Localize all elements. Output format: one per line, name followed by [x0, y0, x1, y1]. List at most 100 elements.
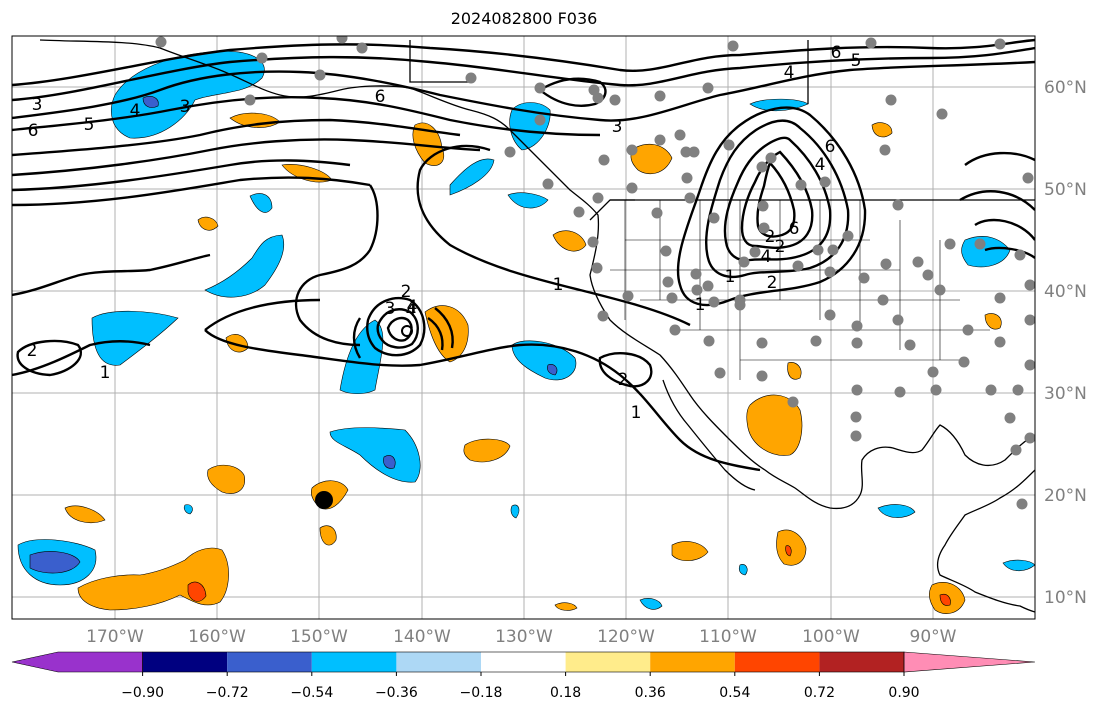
contour-label: 2 [618, 370, 629, 390]
station-dot [356, 42, 368, 54]
station-dot [666, 292, 678, 304]
station-dot [1024, 359, 1035, 371]
station-dot [758, 222, 770, 234]
station-dot [626, 144, 638, 156]
contour-label: 1 [553, 275, 564, 295]
station-dot [974, 238, 986, 250]
station-dot [688, 146, 700, 158]
contour-label: 1 [631, 403, 642, 423]
station-dot [765, 152, 777, 164]
colorbar-segment [819, 652, 904, 672]
colorbar-tick-label: −0.54 [290, 685, 333, 701]
station-dot [842, 230, 854, 242]
station-dot [708, 212, 720, 224]
station-dot [734, 294, 746, 306]
station-dot [244, 94, 256, 106]
contour-label: 2 [765, 227, 776, 247]
station-markers [155, 36, 1035, 510]
contour-label: 6 [28, 121, 39, 141]
station-dot [669, 324, 681, 336]
station-dot [994, 292, 1006, 304]
contour-label: 4 [815, 155, 826, 175]
contour-label: 1 [725, 267, 736, 287]
station-dot [723, 139, 735, 151]
contour-label: 4 [407, 297, 418, 317]
station-dot [892, 314, 904, 326]
longitude-label: 110°W [699, 627, 757, 647]
station-dot [749, 246, 761, 258]
station-dot [684, 192, 696, 204]
station-dot [892, 199, 904, 211]
contour-label: 4 [761, 247, 772, 267]
station-dot [819, 176, 831, 188]
contour-label: 6 [789, 219, 800, 239]
station-dot [592, 192, 604, 204]
colorbar-tick-label: 0.72 [804, 685, 835, 701]
colorbar-tick-label: −0.18 [460, 685, 503, 701]
station-dot [894, 386, 906, 398]
latitude-label: 20°N [1044, 486, 1087, 506]
station-dot [708, 296, 720, 308]
station-dot [336, 36, 348, 44]
station-dot [850, 430, 862, 442]
anomaly-fills [17, 50, 1035, 614]
station-dot [922, 269, 934, 281]
colorbar-tick-label: −0.90 [121, 685, 164, 701]
station-dot [985, 384, 997, 396]
colorbar-segment [734, 652, 820, 672]
station-dot [534, 82, 546, 94]
station-dot [879, 144, 891, 156]
station-dot [851, 337, 863, 349]
colorbar-segment [396, 652, 481, 672]
contour-label: 2 [767, 273, 778, 293]
station-dot [850, 411, 862, 423]
contour-label: 4 [784, 63, 795, 83]
contour-label: 2 [401, 282, 412, 302]
station-dot [702, 82, 714, 94]
contour-lines [12, 38, 1035, 472]
station-dot [691, 284, 703, 296]
station-dot [662, 276, 674, 288]
station-dot [622, 290, 634, 302]
station-dot [824, 309, 836, 321]
colorbar-tick-labels: −0.90 −0.72 −0.54 −0.36 −0.18 0.18 0.36 0.54 0.7… [121, 672, 920, 701]
station-dot [756, 161, 768, 173]
colorbar-tick-label: 0.18 [550, 685, 581, 701]
latitude-label: 60°N [1044, 78, 1087, 98]
station-dot [787, 396, 799, 408]
contour-label: 1 [100, 363, 111, 383]
station-dot [795, 179, 807, 191]
station-dot [792, 260, 804, 272]
contour-label: 6 [825, 137, 836, 157]
station-dot [1014, 249, 1026, 261]
station-dot [1012, 384, 1024, 396]
colorbar-tick-label: 0.54 [719, 685, 750, 701]
station-dot [155, 36, 167, 48]
contour-label: 3 [32, 95, 43, 115]
station-dot [934, 284, 946, 296]
station-dot [660, 245, 672, 257]
colorbar-outline [142, 651, 905, 673]
contour-label: 3 [385, 299, 396, 319]
station-dot [880, 258, 892, 270]
station-dot [314, 69, 326, 81]
station-dot [756, 370, 768, 382]
station-dot [756, 337, 768, 349]
longitude-label: 100°W [802, 627, 860, 647]
station-dot [1024, 279, 1035, 291]
station-dot [927, 366, 939, 378]
station-dot [851, 320, 863, 332]
station-dot [681, 172, 693, 184]
station-dot [1024, 314, 1035, 326]
station-dot [812, 244, 824, 256]
colorbar-segment [142, 652, 228, 672]
longitude-label: 130°W [495, 627, 553, 647]
station-dot [738, 256, 750, 268]
station-dot [962, 324, 974, 336]
station-dot [651, 207, 663, 219]
station-dot [757, 200, 769, 212]
station-dot [885, 94, 897, 106]
station-dot [702, 280, 714, 292]
map-frame [11, 35, 1036, 620]
